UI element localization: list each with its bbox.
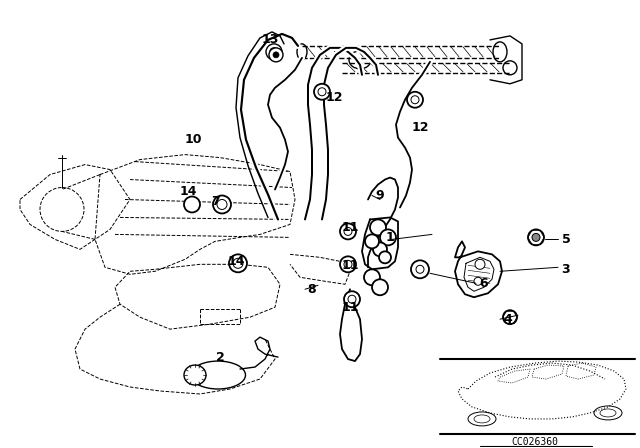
Text: 5: 5 [562,233,570,246]
Text: 11: 11 [341,221,359,234]
Text: 12: 12 [412,121,429,134]
Text: 3: 3 [562,263,570,276]
Circle shape [503,310,517,324]
Circle shape [273,52,279,58]
Circle shape [528,229,544,246]
Text: 1: 1 [386,231,394,244]
Ellipse shape [493,42,507,62]
Text: 8: 8 [308,283,316,296]
Text: 4: 4 [504,313,513,326]
Circle shape [365,234,379,248]
Text: 14: 14 [179,185,196,198]
Text: 12: 12 [325,91,343,104]
Text: 10: 10 [184,133,202,146]
Circle shape [314,84,330,100]
Circle shape [213,195,231,213]
Circle shape [370,220,386,235]
Text: 11: 11 [341,301,359,314]
Text: 6: 6 [480,277,488,290]
Circle shape [532,233,540,241]
Circle shape [380,229,396,246]
Circle shape [340,256,356,272]
Text: 2: 2 [216,351,225,364]
Ellipse shape [503,61,517,75]
Ellipse shape [349,51,371,69]
Ellipse shape [184,365,206,385]
Text: 14: 14 [227,255,244,268]
Circle shape [474,277,482,285]
Circle shape [270,48,278,56]
Circle shape [269,48,283,62]
Circle shape [184,197,200,212]
Text: 9: 9 [376,189,384,202]
Circle shape [364,269,380,285]
Ellipse shape [191,361,246,389]
Circle shape [372,279,388,295]
Ellipse shape [594,406,622,420]
Circle shape [229,254,247,272]
Text: 7: 7 [212,195,220,208]
Text: CC026360: CC026360 [511,437,559,447]
Circle shape [475,259,485,269]
Circle shape [373,242,387,256]
Circle shape [411,260,429,278]
Ellipse shape [297,44,307,60]
Text: 13: 13 [261,34,278,47]
Circle shape [340,224,356,239]
Circle shape [407,92,423,108]
Ellipse shape [468,412,496,426]
Text: 11: 11 [341,259,359,272]
Circle shape [344,291,360,307]
Circle shape [379,251,391,263]
